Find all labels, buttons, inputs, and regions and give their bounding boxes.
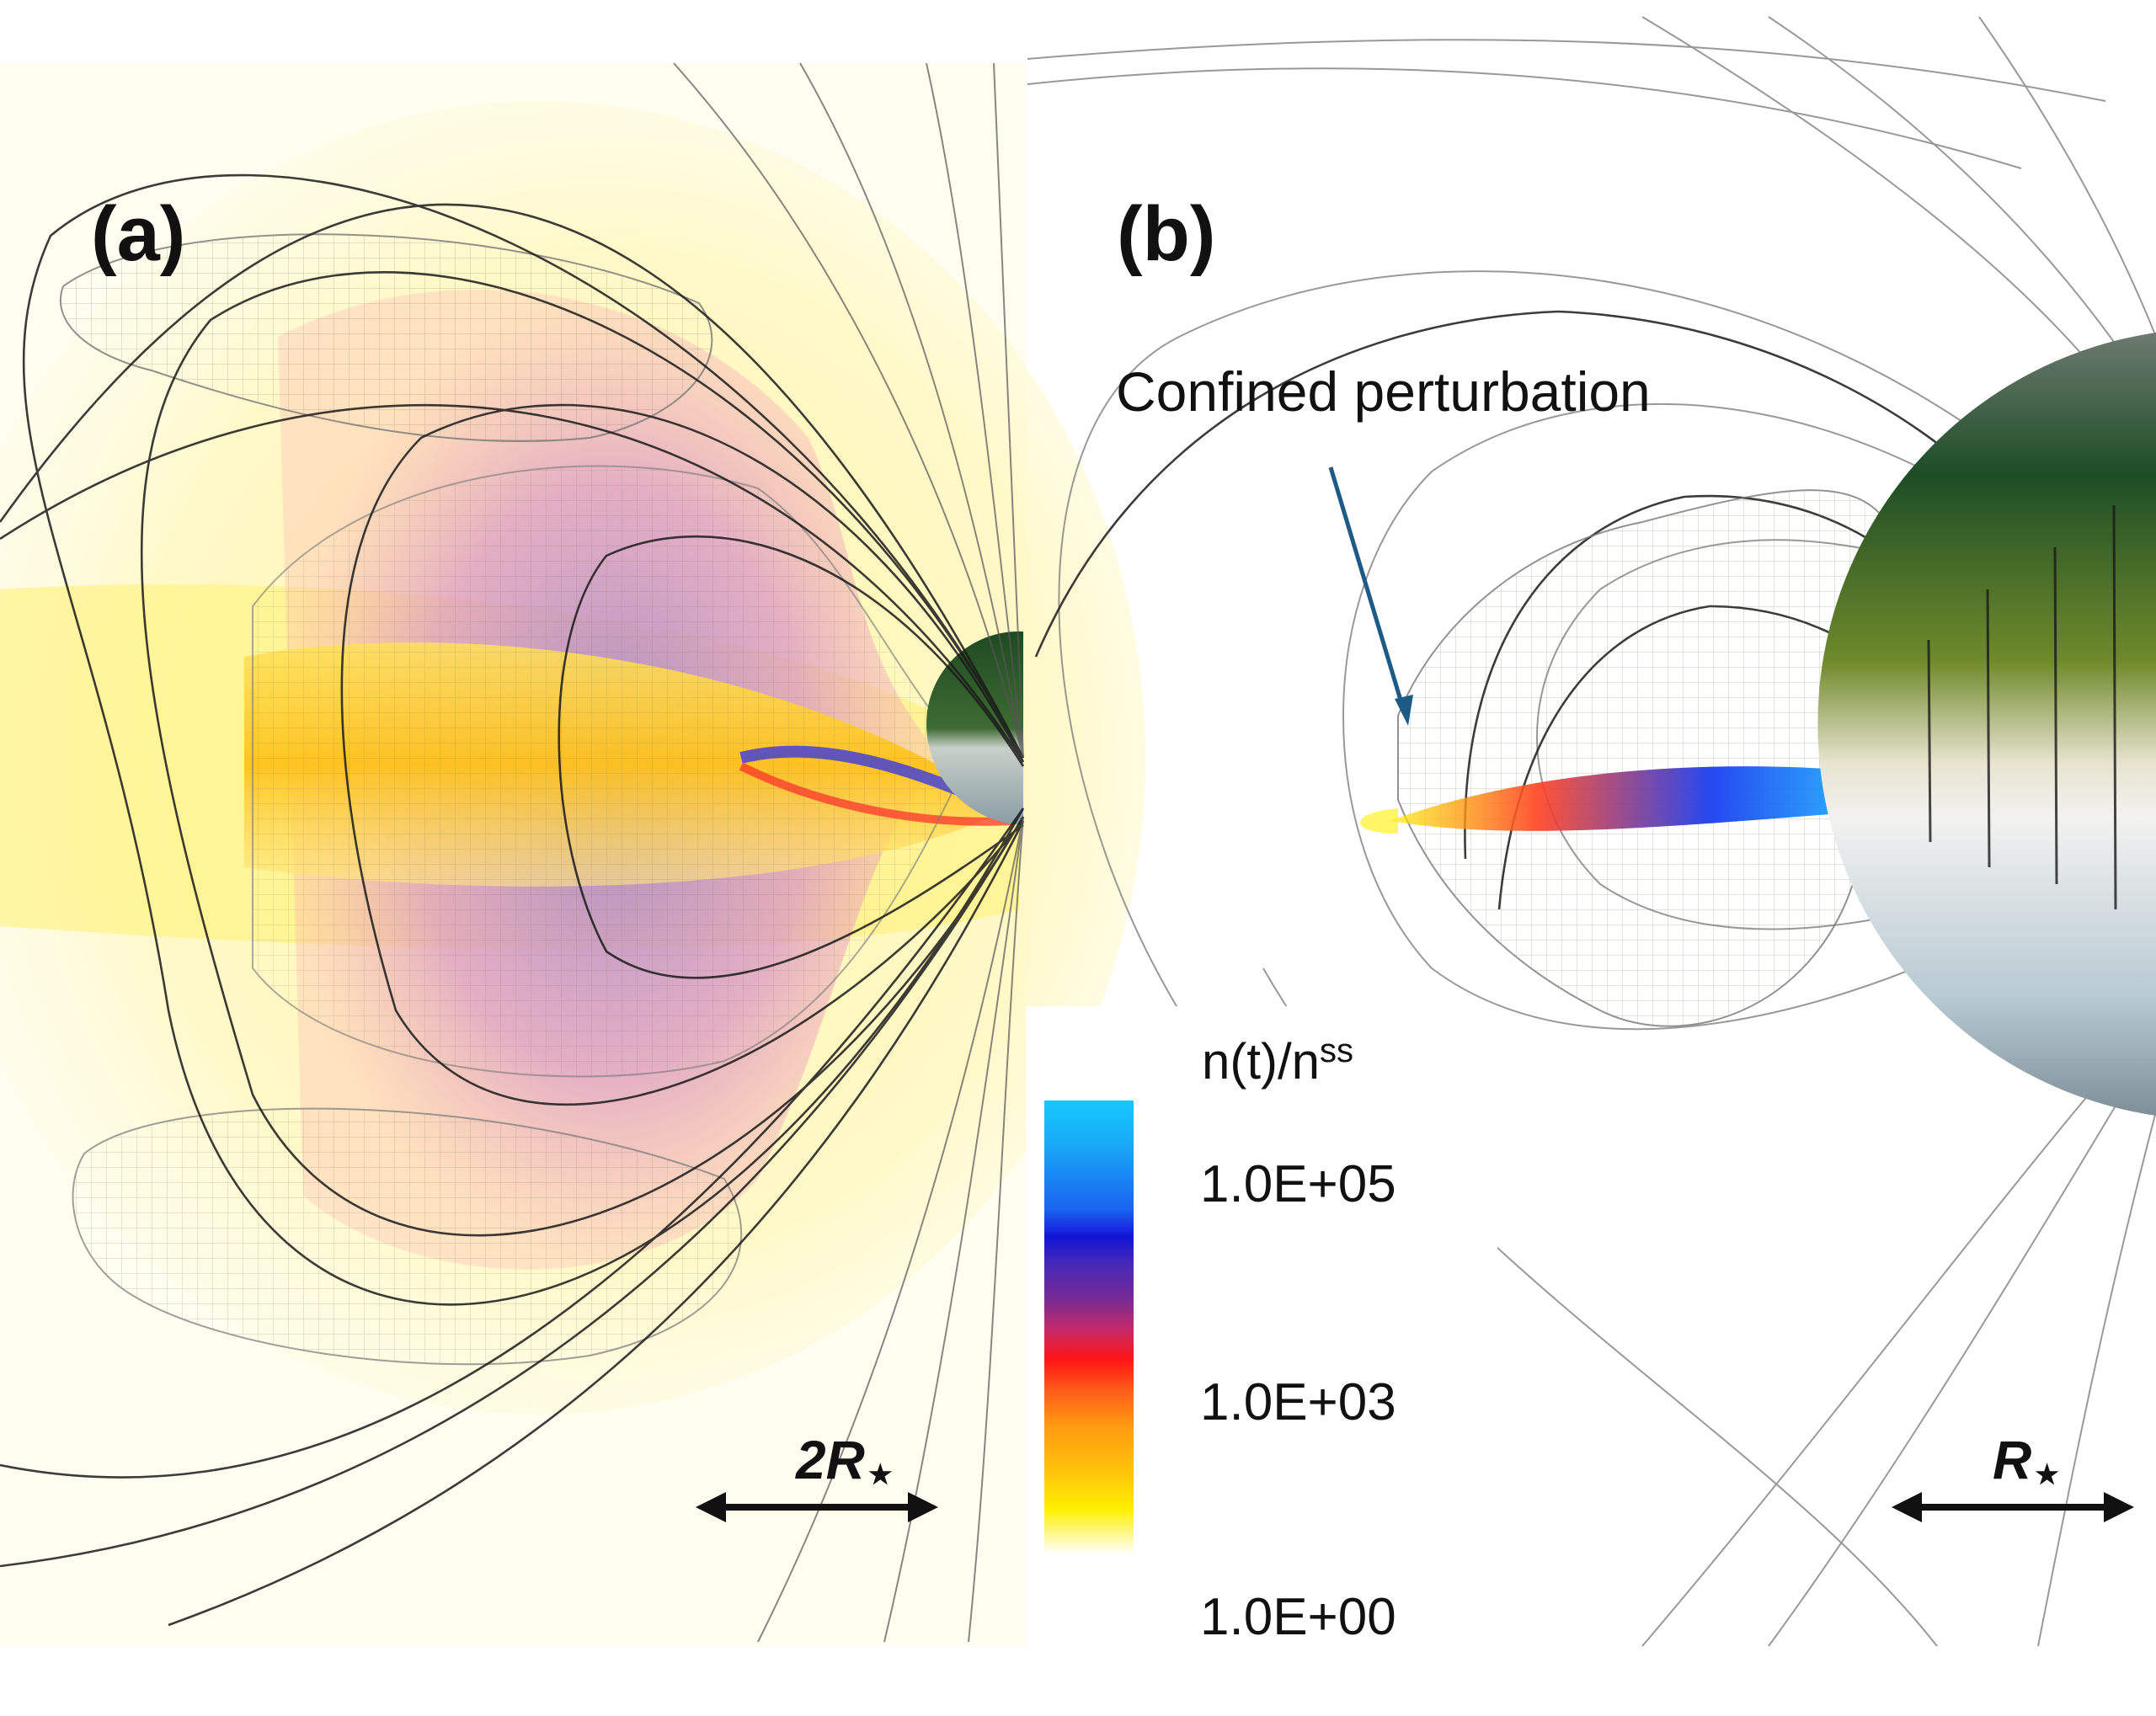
star-icon: ★ (867, 1459, 893, 1490)
panel-a-open-field-lines (673, 62, 1024, 1643)
colorbar-title: n(t)/nss (1202, 1034, 1353, 1087)
panel-b-scale-label: R ★ (1993, 1433, 2059, 1488)
panel-b-surface-field-lines (1927, 504, 2117, 910)
panel-a-scale-arrow (696, 1492, 938, 1522)
panel-b-isosurface (1397, 489, 1888, 1027)
panel-b-field-lines (1027, 16, 2156, 1647)
panel-a-label: (a) (91, 191, 186, 277)
panel-a-scale-text: 2R (796, 1430, 865, 1490)
star-icon: ★ (2035, 1459, 2059, 1490)
panel-b-scale-arrow (1892, 1492, 2134, 1522)
colorbar-title-superscript: ss (1320, 1032, 1354, 1069)
panel-a-plot (0, 62, 1145, 1646)
colorbar-gradient (1044, 1100, 1134, 1555)
colorbar-tick-label: 1.0E+03 (1200, 1373, 1396, 1431)
panel-b-plot (1027, 16, 2156, 1647)
confined-perturbation-annotation: Confined perturbation (1116, 360, 1651, 423)
panel-b-label: (b) (1117, 191, 1216, 277)
panel-a-field-lines (0, 173, 1025, 1627)
panel-a-lower-isosurface (72, 1107, 742, 1366)
panel-b-scale-text: R (1993, 1430, 2032, 1490)
panel-b-perturbation-edge (1360, 808, 1398, 834)
panel-a-star (926, 631, 1023, 825)
colorbar-tick-label: 1.0E+05 (1200, 1155, 1396, 1213)
panel-b-star (1817, 333, 2156, 1116)
panel-b-confined-perturbation (1390, 766, 1885, 831)
colorbar-title-main: n(t)/n (1202, 1033, 1321, 1090)
panel-b-annotation-arrow (1328, 466, 1413, 726)
colorbar-tick-label: 1.0E+00 (1200, 1588, 1396, 1646)
panel-a-scale-label: 2R ★ (796, 1433, 893, 1488)
